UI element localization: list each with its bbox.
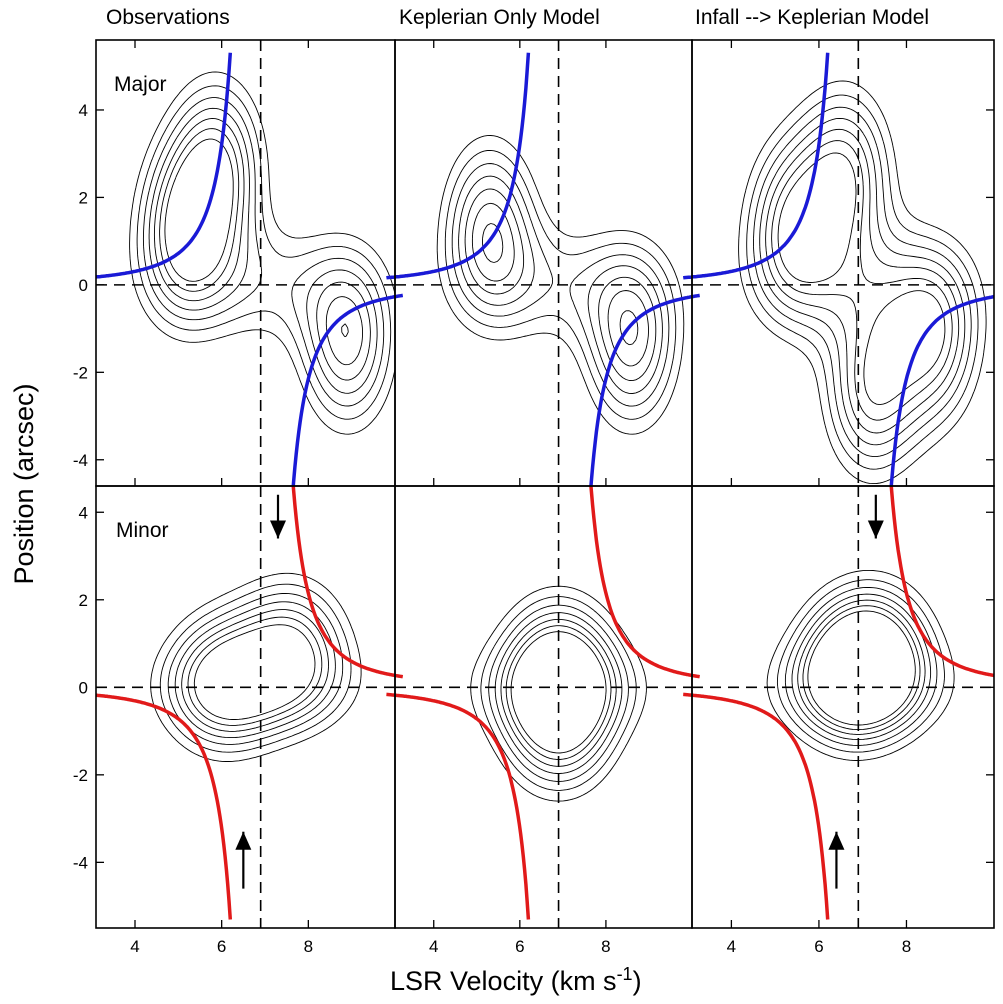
row-label-major: Major: [114, 73, 167, 96]
contour-level: [738, 80, 987, 485]
contour-level: [797, 599, 926, 735]
column-title-infall-keplerian: Infall --> Keplerian Model: [695, 6, 929, 29]
reference-lines-top: [96, 40, 994, 486]
contour-level: [777, 152, 946, 406]
keplerian-curve-red: [589, 486, 700, 679]
y-tick-label: -2: [73, 766, 88, 785]
y-axis-label: Position (arcsec): [9, 383, 39, 584]
inflow-arrowhead: [828, 831, 845, 850]
axis-ticks: 4 6 8 4 6 8 4 6 8 4 2 0 -2 -4 4 2 0 -2 -4: [73, 40, 994, 956]
arrows-layer: [235, 494, 884, 889]
x-tick-label: 6: [814, 937, 823, 956]
panel-frames: [95, 39, 995, 929]
contour-level: [765, 128, 960, 434]
contour-level: [136, 85, 392, 420]
keplerian-curve-blue: [889, 294, 994, 486]
keplerian-curve-blue: [291, 293, 404, 486]
contour-level: [766, 569, 955, 761]
inflow-arrowhead: [270, 520, 286, 539]
y-tick-label: 4: [79, 503, 88, 522]
inflow-arrowhead: [867, 520, 884, 539]
contour-level: [436, 135, 685, 435]
keplerian-curve-red: [683, 692, 830, 920]
contour-level: [771, 140, 953, 421]
contour-level: [164, 138, 349, 338]
x-tick-label: 8: [304, 937, 313, 956]
keplerian-curve-blue: [386, 52, 531, 280]
reference-lines-bottom: [96, 486, 994, 928]
y-tick-label: 0: [79, 276, 88, 295]
contour-level: [193, 624, 316, 720]
panel-frame-r1-c1: [394, 485, 693, 929]
keplerian-curve-red: [96, 693, 233, 920]
x-tick-label: 8: [601, 937, 610, 956]
keplerian-curve-red: [386, 692, 531, 920]
y-tick-label: 0: [79, 678, 88, 697]
contour-level: [807, 610, 916, 726]
x-axis-label: LSR Velocity (km s-1): [390, 964, 642, 996]
contours-top-row: [129, 71, 987, 485]
contour-level: [451, 163, 670, 407]
y-tick-label: -2: [73, 363, 88, 382]
y-tick-label: 2: [79, 591, 88, 610]
y-tick-label: -4: [73, 451, 88, 470]
contour-level: [444, 149, 677, 420]
contour-level: [153, 117, 371, 381]
contour-level: [148, 107, 378, 394]
contour-level: [510, 631, 607, 754]
y-tick-label: 4: [79, 101, 88, 120]
keplerian-curve-blue: [682, 52, 830, 280]
contour-level: [802, 605, 921, 731]
x-tick-label: 8: [902, 937, 911, 956]
column-title-observations: Observations: [106, 6, 230, 29]
inflow-arrowhead: [235, 831, 252, 850]
x-tick-label: 4: [727, 937, 736, 956]
x-tick-label: 6: [515, 937, 524, 956]
contour-level: [458, 175, 663, 394]
panel-frame-r1-c2: [691, 485, 995, 929]
contour-level: [488, 604, 629, 782]
keplerian-curve-red: [291, 486, 404, 679]
contour-level: [753, 106, 972, 458]
contour-level: [494, 612, 623, 774]
contour-level: [505, 625, 612, 760]
x-tick-label: 6: [217, 937, 226, 956]
contour-level: [471, 202, 649, 367]
contour-level: [759, 117, 966, 446]
contour-level: [129, 71, 396, 435]
contour-level: [181, 609, 329, 732]
contour-level: [150, 572, 362, 762]
contour-level: [746, 94, 979, 470]
x-tick-label: 4: [429, 937, 438, 956]
contour-level: [480, 596, 637, 791]
contour-level: [776, 579, 945, 753]
contours-bottom-row: [150, 569, 955, 802]
y-tick-label: 2: [79, 188, 88, 207]
x-tick-label: 4: [130, 937, 139, 956]
y-tick-label: -4: [73, 853, 88, 872]
contour-level: [159, 128, 363, 366]
contour-level: [500, 618, 617, 767]
contour-level: [464, 188, 657, 382]
contour-level: [791, 593, 932, 741]
column-title-keplerian-only: Keplerian Only Model: [399, 6, 600, 29]
keplerian-curve-red: [889, 486, 994, 678]
keplerian-curve-blue: [96, 52, 233, 279]
contour-level: [174, 601, 336, 739]
keplerian-curve-blue: [589, 293, 700, 486]
panel-frame-r0-c1: [394, 39, 693, 487]
row-label-minor: Minor: [116, 519, 169, 542]
